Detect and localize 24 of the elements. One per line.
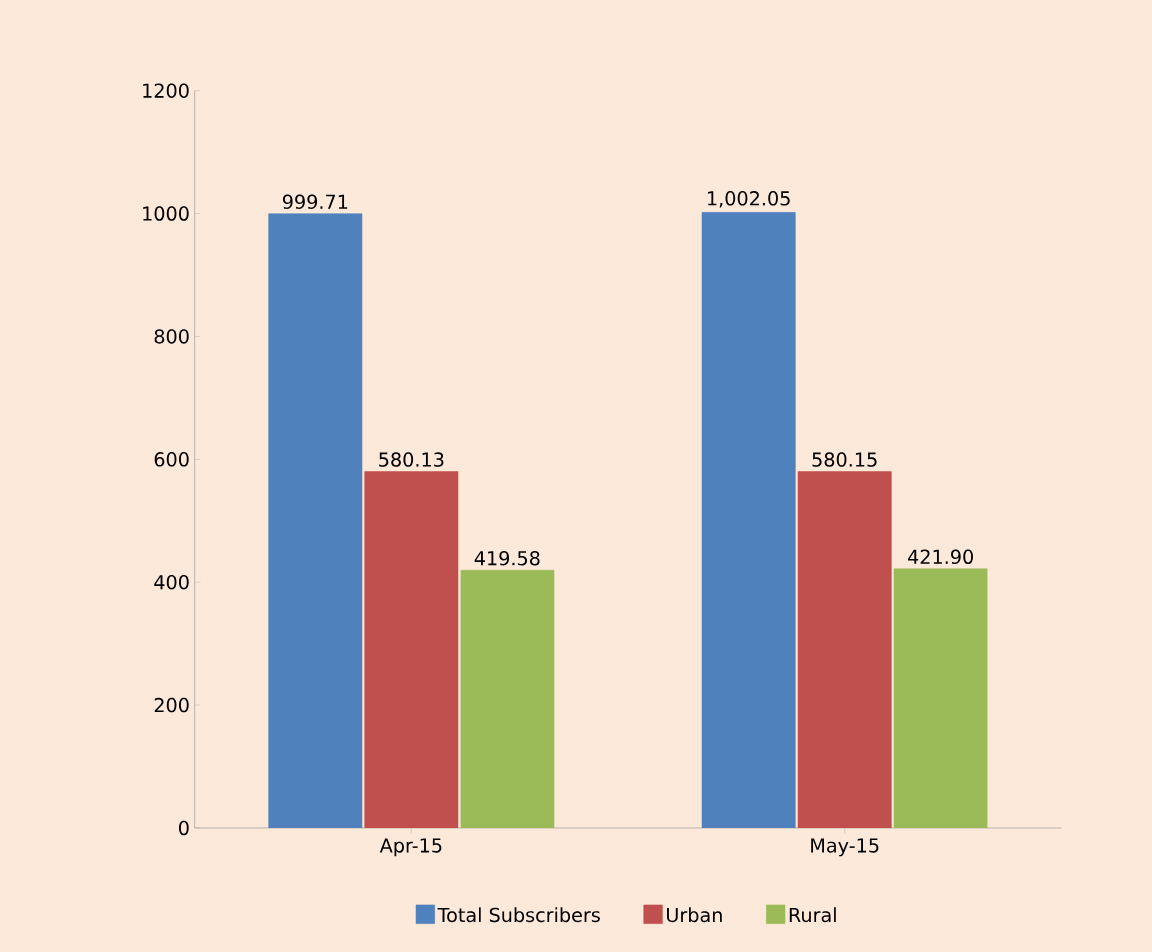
data-label: 421.90 bbox=[908, 549, 973, 565]
data-label: 580.15 bbox=[812, 452, 877, 467]
data-label: 999.71 bbox=[282, 194, 348, 210]
x-tick-label: May-15 bbox=[811, 838, 879, 857]
legend-label: Urban bbox=[667, 907, 722, 923]
bar bbox=[460, 569, 555, 828]
y-tick-label: 400 bbox=[154, 574, 189, 590]
data-label: 1,002.05 bbox=[708, 191, 790, 208]
y-tick-label: 600 bbox=[154, 452, 189, 467]
y-tick-label: 0 bbox=[179, 820, 189, 836]
y-tick-label: 200 bbox=[154, 697, 189, 713]
legend-label: Total Subscribers bbox=[437, 907, 600, 923]
bar bbox=[893, 568, 988, 828]
bar bbox=[701, 212, 796, 828]
y-tick-label: 1000 bbox=[143, 206, 189, 221]
y-tick-label: 800 bbox=[154, 329, 189, 344]
bar bbox=[797, 471, 892, 828]
data-label: 580.13 bbox=[379, 452, 444, 467]
data-label: 419.58 bbox=[474, 550, 540, 566]
y-tick-label: 1200 bbox=[143, 83, 189, 98]
bar bbox=[268, 213, 363, 828]
bar bbox=[364, 471, 459, 828]
legend-label: Rural bbox=[789, 907, 836, 923]
x-tick-label: Apr-15 bbox=[379, 838, 442, 857]
